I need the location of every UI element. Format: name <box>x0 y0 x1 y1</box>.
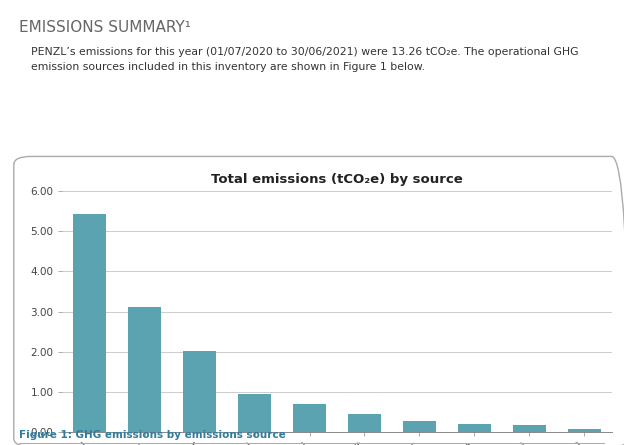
Bar <box>458 425 490 432</box>
Bar <box>403 421 436 432</box>
Bar <box>348 414 381 432</box>
Bar <box>568 429 600 432</box>
Text: EMISSIONS SUMMARY¹: EMISSIONS SUMMARY¹ <box>19 20 190 35</box>
Text: emission sources included in this inventory are shown in Figure 1 below.: emission sources included in this invent… <box>31 62 425 72</box>
Text: Figure 1: GHG emissions by emissions source: Figure 1: GHG emissions by emissions sou… <box>19 430 285 440</box>
Bar <box>513 425 545 432</box>
Title: Total emissions (tCO₂e) by source: Total emissions (tCO₂e) by source <box>211 173 463 186</box>
Text: PENZL’s emissions for this year (01/07/2020 to 30/06/2021) were 13.26 tCO₂e. The: PENZL’s emissions for this year (01/07/2… <box>31 47 578 57</box>
Bar <box>238 394 271 432</box>
Bar <box>293 404 326 432</box>
Bar <box>74 214 106 432</box>
Bar <box>183 351 216 432</box>
Bar <box>129 307 161 432</box>
